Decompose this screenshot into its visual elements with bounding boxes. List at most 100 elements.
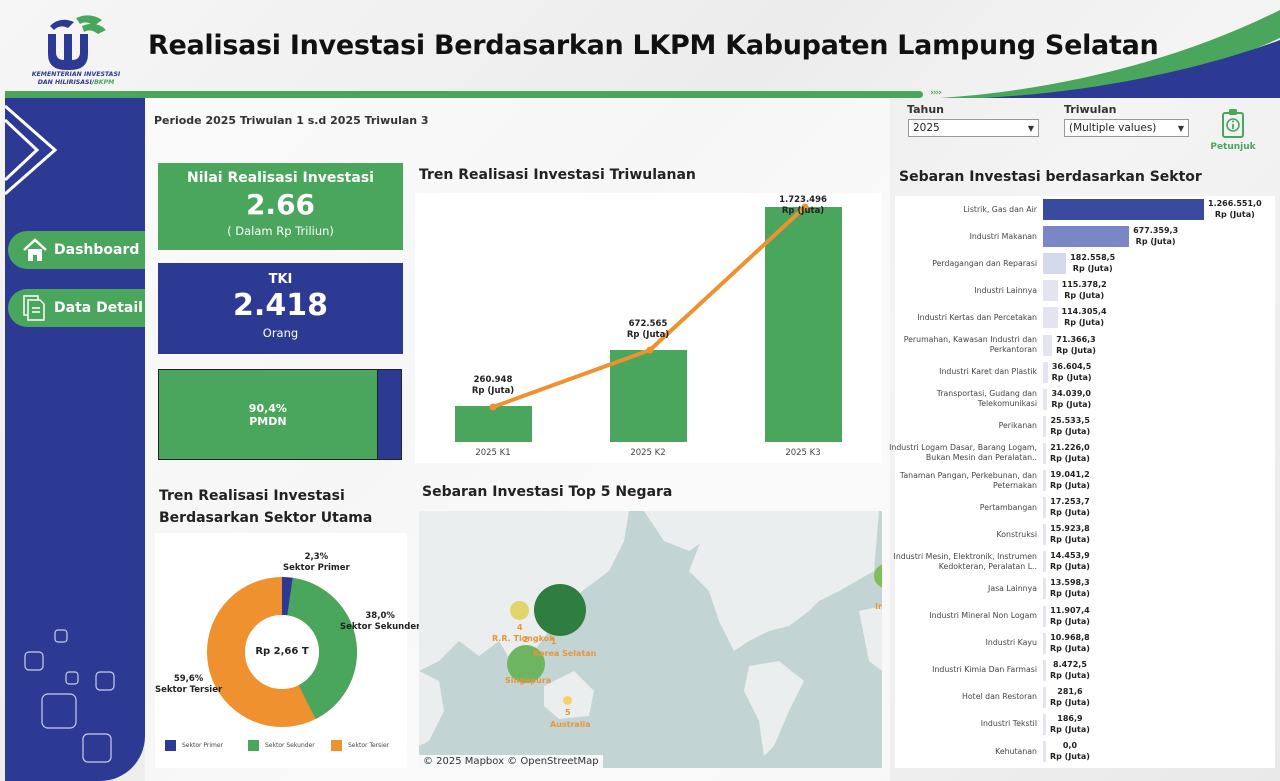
- sector-row[interactable]: Industri Kimia Dan Farmasi 8.472,5 Rp (Jut…: [895, 657, 1275, 684]
- sector-row[interactable]: Jasa Lainnya 13.598,3 Rp (Juta): [895, 575, 1275, 602]
- sector-row[interactable]: Listrik, Gas dan Air 1.266.551,0 Rp (Juta): [895, 196, 1275, 223]
- sector-bar[interactable]: [1043, 253, 1067, 275]
- logo-line-1: KEMENTERIAN INVESTASI: [31, 71, 121, 78]
- sector-value: 677.359,3 Rp (Juta): [1133, 226, 1179, 247]
- sidebar-item-dashboard[interactable]: Dashboard: [8, 231, 145, 269]
- petunjuk-button[interactable]: Petunjuk: [1208, 108, 1258, 152]
- bubble-australia[interactable]: [563, 696, 572, 705]
- sector-bar[interactable]: [1043, 470, 1046, 491]
- kpi-unit: Orang: [262, 326, 299, 340]
- sector-row[interactable]: Kehutanan 0,0 Rp (Juta): [895, 738, 1275, 765]
- trend-chart-title: Tren Realisasi Investasi Triwulanan: [419, 167, 696, 183]
- map-label-tiongkok: R.R. Tiongkok: [492, 634, 555, 643]
- bar-2025-k2[interactable]: [610, 350, 687, 442]
- sector-row[interactable]: Industri Makanan 677.359,3 Rp (Juta): [895, 223, 1275, 250]
- sector-row[interactable]: Transportasi, Gudang dan Telekomunikasi 3…: [895, 386, 1275, 413]
- map-label-singapura: Singapura: [505, 676, 552, 685]
- sector-value: 19.041,2 Rp (Juta): [1050, 470, 1090, 490]
- sidebar-item-data-detail[interactable]: Data Detail: [8, 289, 145, 327]
- sector-row[interactable]: Perumahan, Kawasan Industri dan Perkanto…: [895, 332, 1275, 359]
- chevron-down-icon: ▼: [1027, 123, 1034, 133]
- sector-row[interactable]: Tanaman Pangan, Perkebunan, dan Peternak…: [895, 467, 1275, 494]
- legend-item-tersier[interactable]: Sektor Tersier: [331, 740, 389, 751]
- sector-row[interactable]: Industri Lainnya 115.378,2 Rp (Juta): [895, 277, 1275, 304]
- legend-item-primer[interactable]: Sektor Primer: [165, 740, 223, 751]
- map-attribution[interactable]: © 2025 Mapbox © OpenStreetMap: [419, 755, 603, 768]
- bar-2025-k3[interactable]: [765, 207, 842, 442]
- pmdn-segment[interactable]: 90,4% PMDN: [159, 370, 378, 459]
- triwulan-select-value: (Multiple values): [1069, 122, 1157, 134]
- pma-segment[interactable]: [377, 370, 401, 459]
- sector-bar[interactable]: [1043, 497, 1046, 519]
- sector-name: Industri Mesin, Elektronik, Instrumen Ke…: [893, 551, 1037, 571]
- bubble-singapura[interactable]: [507, 645, 545, 683]
- bar-value-label: 1.723.496 Rp (Juta): [779, 195, 827, 216]
- sector-name: Pertambangan: [979, 502, 1037, 512]
- bubble-offscreen[interactable]: [874, 564, 882, 588]
- triwulan-select[interactable]: (Multiple values) ▼: [1064, 119, 1189, 137]
- sector-name: Kehutanan: [995, 746, 1037, 756]
- sector-name: Hotel dan Restoran: [962, 692, 1037, 702]
- sector-bar[interactable]: [1043, 415, 1047, 437]
- sector-name: Konstruksi: [996, 529, 1037, 539]
- sector-bar[interactable]: [1043, 280, 1058, 302]
- sector-bar[interactable]: [1043, 659, 1046, 681]
- bubble-tiongkok[interactable]: [510, 601, 529, 620]
- sector-bar[interactable]: [1043, 605, 1046, 627]
- sector-bar[interactable]: [1043, 226, 1130, 248]
- sector-row[interactable]: Pertambangan 17.253,7 Rp (Juta): [895, 494, 1275, 521]
- sector-name: Industri Logam Dasar, Barang Logam, Buka…: [889, 443, 1037, 463]
- sector-bar[interactable]: [1043, 632, 1046, 654]
- sector-row[interactable]: Perikanan 25.533,5 Rp (Juta): [895, 413, 1275, 440]
- sector-bar[interactable]: [1043, 741, 1046, 762]
- bar-2025-k1[interactable]: [455, 406, 532, 442]
- sector-row[interactable]: Industri Tekstil 186,9 Rp (Juta): [895, 711, 1275, 738]
- sector-bar[interactable]: [1043, 551, 1046, 573]
- sector-row[interactable]: Industri Mesin, Elektronik, Instrumen Ke…: [894, 548, 1275, 575]
- bubble-korea-selatan[interactable]: [534, 584, 586, 636]
- bar-value-label: 260.948 Rp (Juta): [471, 375, 515, 396]
- sector-bar[interactable]: [1043, 199, 1204, 220]
- sector-bar[interactable]: [1043, 361, 1048, 383]
- sector-row[interactable]: Industri Kayu 10.968,8 Rp (Juta): [895, 630, 1275, 657]
- legend-item-sekunder[interactable]: Sektor Sekunder: [248, 740, 315, 751]
- sector-bar[interactable]: [1043, 524, 1046, 546]
- sector-name: Perumahan, Kawasan Industri dan Perkanto…: [903, 335, 1037, 354]
- sector-bar[interactable]: [1043, 578, 1046, 600]
- sector-row[interactable]: Industri Logam Dasar, Barang Logam, Buka…: [889, 440, 1275, 467]
- donut-svg[interactable]: [207, 577, 357, 727]
- kpi-tki-card: TKI 2.418 Orang: [158, 263, 403, 354]
- sector-bar[interactable]: [1043, 334, 1053, 356]
- sector-name: Industri Kertas dan Percetakan: [917, 312, 1037, 322]
- sector-name: Industri Kayu: [985, 638, 1037, 648]
- sector-row[interactable]: Konstruksi 15.923,8 Rp (Juta): [895, 521, 1275, 548]
- sector-row[interactable]: Industri Mineral Non Logam 11.907,4 Rp (Ju…: [895, 603, 1275, 630]
- logo-bkpm: BKPM: [94, 79, 115, 86]
- sector-value: 14.453,9 Rp (Juta): [1050, 551, 1090, 572]
- sector-row[interactable]: Industri Kertas dan Percetakan 114.305,4 R…: [895, 304, 1275, 331]
- sector-row[interactable]: Hotel dan Restoran 281,6 Rp (Juta): [895, 684, 1275, 711]
- sector-bar[interactable]: [1043, 442, 1046, 464]
- sector-value: 36.604,5 Rp (Juta): [1051, 361, 1092, 382]
- world-map[interactable]: 1 Korea Selatan 2 Singapura 4 R.R. Tiong…: [419, 511, 882, 768]
- sector-bar[interactable]: [1043, 686, 1046, 708]
- legend-swatch: [165, 740, 176, 751]
- sector-value: 1.266.551,0 Rp (Juta): [1208, 199, 1262, 219]
- sector-name: Industri Mineral Non Logam: [929, 611, 1037, 620]
- sector-name: Perdagangan dan Reparasi: [932, 258, 1037, 268]
- sector-bar[interactable]: [1043, 713, 1046, 735]
- map-title: Sebaran Investasi Top 5 Negara: [422, 484, 673, 500]
- sector-bar[interactable]: [1043, 388, 1048, 410]
- sector-value: 21.226,0 Rp (Juta): [1050, 442, 1090, 463]
- kpi-value: 2.66: [245, 188, 316, 221]
- map-label-australia-rank: 5: [565, 708, 571, 717]
- pmdn-pma-share-bar[interactable]: 90,4% PMDN: [158, 369, 402, 460]
- sector-name: Transportasi, Gudang dan Telekomunikasi: [936, 389, 1037, 409]
- sidebar: Dashboard Data Detail: [5, 98, 145, 781]
- sector-value: 25.533,5 Rp (Juta): [1050, 415, 1091, 436]
- sector-bar[interactable]: [1043, 307, 1058, 329]
- tahun-select[interactable]: 2025 ▼: [908, 119, 1039, 137]
- sector-row[interactable]: Perdagangan dan Reparasi 182.558,5 Rp (Jut…: [895, 250, 1275, 277]
- tahun-filter-label: Tahun: [907, 103, 945, 116]
- sector-row[interactable]: Industri Karet dan Plastik 36.604,5 Rp (Ju…: [895, 359, 1275, 386]
